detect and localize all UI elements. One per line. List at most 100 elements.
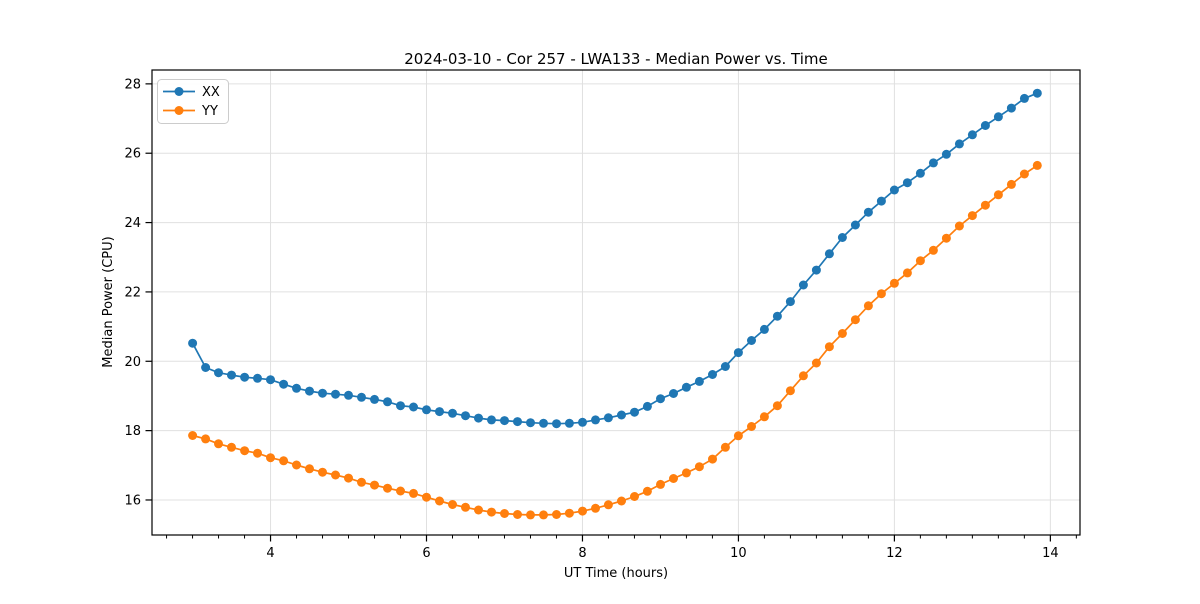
series-xx-point [681, 382, 691, 392]
series-yy-point [526, 510, 535, 520]
series-yy-point [954, 221, 964, 231]
y-tick-label: 20 [124, 355, 141, 370]
series-yy-point [941, 233, 951, 243]
series-xx-point [305, 386, 314, 396]
series-yy-point [409, 488, 418, 498]
series-yy-point [656, 479, 665, 489]
y-tick-label: 24 [124, 216, 141, 231]
series-xx-point [798, 280, 808, 290]
series-xx-point [578, 417, 587, 427]
series-yy-point [993, 190, 1003, 200]
series-xx-point [552, 419, 561, 429]
series-yy-point [1032, 160, 1042, 170]
series-xx-point [1006, 103, 1016, 113]
series-xx-point [331, 389, 340, 399]
series-yy-point [733, 431, 743, 441]
series-yy-point [837, 329, 847, 338]
series-xx-point [201, 363, 211, 372]
series-yy-point [487, 507, 496, 517]
series-xx-point [474, 413, 483, 423]
series-xx-point [383, 397, 392, 407]
series-yy-point [578, 506, 587, 516]
series-xx-point [240, 372, 250, 382]
series-xx-point [733, 348, 743, 358]
series-yy-point [759, 412, 769, 422]
series-xx-point [759, 324, 769, 334]
series-xx-point [941, 149, 951, 159]
series-yy-point [552, 510, 561, 519]
series-xx-point [747, 336, 756, 345]
y-tick-label: 22 [124, 285, 141, 300]
x-tick-label: 10 [730, 546, 747, 561]
legend-label-xx: XX [202, 85, 220, 100]
series-yy-point [318, 467, 327, 477]
series-yy-point [824, 342, 834, 352]
series-yy-point [603, 500, 613, 510]
y-tick-label: 18 [124, 424, 141, 439]
series-xx-point [188, 338, 198, 348]
x-tick-label: 4 [266, 546, 274, 561]
series-xx-point [993, 112, 1003, 122]
series-yy-point [694, 462, 704, 472]
series-xx-point [630, 407, 639, 417]
y-tick-label: 28 [124, 77, 141, 92]
series-yy-point [967, 211, 977, 221]
series-yy-point [669, 474, 678, 483]
series-layer [188, 88, 1042, 520]
legend: XX YY [157, 79, 229, 124]
series-xx-point [708, 370, 717, 379]
series-yy-point [539, 510, 548, 520]
series-xx-point [500, 416, 509, 426]
x-tick-label: 12 [886, 546, 903, 561]
gridlines [152, 70, 1080, 535]
series-yy-point [214, 439, 223, 449]
series-yy-point [772, 401, 782, 411]
series-xx-point [487, 415, 496, 425]
series-xx-point [656, 394, 665, 404]
series-yy-point [564, 508, 574, 518]
series-yy-point [1006, 179, 1016, 189]
series-yy-point [474, 505, 483, 515]
series-xx-point [409, 402, 418, 412]
series-yy-point [383, 483, 392, 493]
legend-label-yy: YY [201, 104, 218, 119]
series-xx-point [720, 362, 730, 371]
series-yy-point [591, 503, 600, 513]
series-xx-line [191, 92, 1038, 425]
series-yy-point [305, 464, 314, 474]
series-xx-point [591, 415, 600, 425]
series-yy-point [461, 502, 470, 512]
series-xx-point [694, 376, 704, 386]
y-tick-label: 16 [124, 493, 141, 508]
series-yy-point [227, 442, 236, 452]
series-yy-point [915, 256, 925, 266]
series-yy-point [266, 453, 275, 463]
series-xx-point [603, 413, 613, 423]
series-xx-point [928, 158, 938, 168]
series-yy-point [708, 454, 717, 464]
series-yy-point [902, 268, 912, 278]
series-yy-point [630, 492, 639, 501]
series-xx-point [422, 405, 431, 415]
series-xx-point [824, 249, 834, 259]
series-yy-point [240, 446, 250, 456]
series-yy-point [279, 456, 289, 466]
series-xx-point [461, 411, 470, 421]
series-yy-point [370, 480, 379, 490]
series-xx-point [266, 375, 275, 385]
x-axis-label: UT Time (hours) [564, 566, 668, 581]
series-yy-point [331, 470, 340, 480]
series-xx-point [396, 401, 405, 411]
series-yy-point [811, 358, 821, 368]
series-yy-point [889, 278, 899, 288]
series-xx-point [954, 139, 964, 149]
series-yy-point [396, 486, 405, 496]
series-yy-point [617, 496, 626, 506]
series-yy-point [500, 509, 509, 518]
legend-marker-yy-icon [174, 106, 184, 115]
series-xx-point [1032, 88, 1042, 98]
y-tick-label: 26 [124, 147, 141, 162]
series-yy-point [448, 500, 457, 509]
x-tick-label: 8 [578, 546, 586, 561]
legend-item-xx: XX [163, 85, 220, 100]
